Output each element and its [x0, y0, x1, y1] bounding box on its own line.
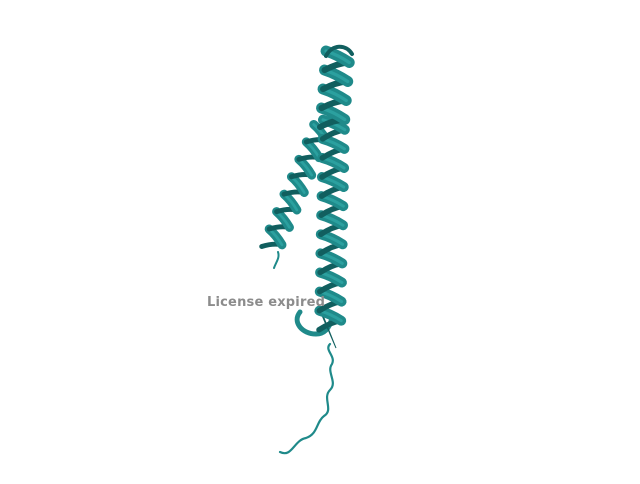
- coil-segment: [273, 251, 280, 269]
- helix-right: [314, 114, 350, 333]
- coil-segment: [278, 342, 334, 455]
- coil-tail: [273, 251, 337, 455]
- helix-left: [259, 119, 332, 250]
- helix-cap: [324, 44, 354, 58]
- license-watermark: License expired: [207, 295, 326, 310]
- helix-top: [316, 44, 355, 131]
